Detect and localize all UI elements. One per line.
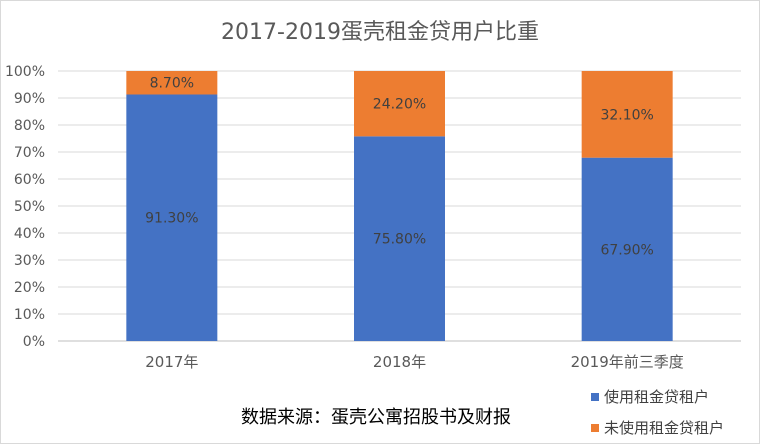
legend-swatch — [591, 424, 599, 432]
legend-label: 未使用租金贷租户 — [604, 419, 724, 437]
data-label: 8.70% — [150, 76, 194, 92]
y-tick-label: 70% — [14, 145, 45, 161]
data-labels: 91.30% 8.70% 75.80% 24.20% 67.90% 32.10% — [145, 76, 654, 259]
chart-title: 2017-2019蛋壳租金贷用户比重 — [221, 20, 539, 45]
y-axis-ticks: 0% 10% 20% 30% 40% 50% 60% 70% 80% 90% 100% — [5, 64, 45, 350]
bars — [126, 71, 673, 342]
y-tick-label: 20% — [14, 280, 45, 296]
y-tick-label: 10% — [14, 307, 45, 323]
bar-segment — [354, 71, 445, 137]
bar-segment — [581, 71, 673, 158]
bar-segment — [354, 136, 445, 341]
y-tick-label: 80% — [14, 118, 45, 134]
y-tick-label: 30% — [14, 253, 45, 269]
data-label: 67.90% — [600, 242, 653, 258]
x-axis-ticks: 2017年 2018年 2019年前三季度 — [145, 353, 684, 371]
y-tick-label: 40% — [14, 226, 45, 242]
y-tick-label: 0% — [23, 334, 45, 350]
legend-swatch — [591, 393, 599, 401]
data-label: 32.10% — [600, 107, 653, 123]
y-tick-label: 100% — [5, 64, 45, 80]
bar-segment — [126, 71, 218, 95]
x-tick-label: 2019年前三季度 — [571, 353, 684, 371]
legend-label: 使用租金贷租户 — [604, 388, 709, 406]
data-label: 24.20% — [373, 97, 426, 113]
data-label: 75.80% — [373, 232, 426, 248]
y-tick-label: 50% — [14, 199, 45, 215]
y-tick-label: 90% — [14, 91, 45, 107]
x-tick-label: 2017年 — [145, 353, 198, 371]
x-tick-label: 2018年 — [373, 353, 426, 371]
source-annotation: 数据来源：蛋壳公寓招股书及财报 — [241, 407, 511, 428]
y-tick-label: 60% — [14, 172, 45, 188]
bar-segment — [126, 94, 218, 342]
data-label: 91.30% — [145, 211, 198, 227]
bar-segment — [581, 157, 673, 341]
